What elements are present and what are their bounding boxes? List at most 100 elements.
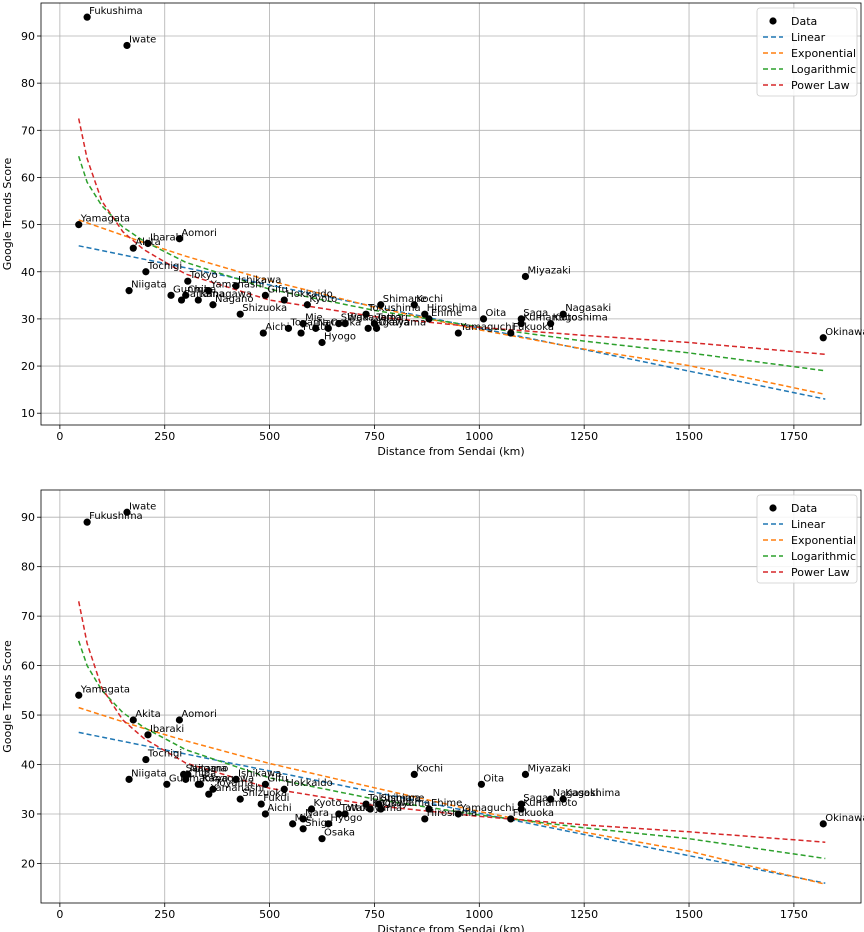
point-label-gunma: Gunma [169,773,205,784]
point-hiroshima [421,815,429,823]
point-label-gunma: Gunma [173,284,209,295]
point-label-fukui: Fukui [263,793,289,804]
point-gifu [261,291,269,299]
point-yamagata [75,691,83,699]
point-kumamoto [517,805,525,813]
x-tick-label: 1250 [570,430,598,443]
legend: Data Linear Exponential Logarithmic Power La… [756,7,858,97]
point-label-tokyo: Tokyo [199,773,228,784]
fit-lines [77,118,826,400]
point-label-shimane: Shimane [383,294,427,305]
point-ishikawa [232,775,240,783]
point-oita [477,780,486,788]
x-tick-label: 1000 [465,430,493,443]
grid [41,490,861,903]
point-kagoshima [559,795,567,803]
y-axis-label: Google Trends Score [1,158,14,271]
point-fukushima [83,13,91,21]
point-label-nagasaki: Nagasaki [553,788,599,799]
point-label-yamagata: Yamagata [80,214,130,225]
grid [41,3,861,425]
point-miyazaki [521,272,530,281]
point-label-hyogo: Hyogo [330,813,362,824]
point-label-tochigi: Tochigi [147,261,182,272]
point-fukui [297,329,305,337]
point-kyoto [307,805,316,813]
point-label-iwate: Iwate [129,501,156,512]
point-aomori [175,235,184,243]
point-label-nagasaki: Nagasaki [565,303,611,314]
legend-box [756,7,858,97]
point-label-yamanashi: Yamanashi [210,280,265,291]
legend-label-logarithmic: Logarithmic [791,63,856,76]
point-label-ibaraki: Ibaraki [150,724,184,735]
legend-label-exponential: Exponential [791,534,856,547]
point-label-kumamoto: Kumamoto [523,313,577,324]
point-label-kyoto: Kyoto [309,294,337,305]
point-label-gifu: Gifu [267,773,287,784]
point-label-miyazaki: Miyazaki [527,265,570,276]
point-fukuoka [507,815,515,823]
x-tick-label: 1500 [675,908,703,921]
y-tick-label: 30 [21,313,35,326]
point-label-toyama: Toyama [214,778,253,789]
point-label-fukuoka: Fukuoka [513,808,554,819]
point-wakayama [341,810,349,818]
point-tokyo [184,277,192,285]
point-label-saga: Saga [523,308,548,319]
point-label-okayama: Okayama [379,317,427,328]
point-kagawa [366,805,374,813]
point-nagano [184,770,192,779]
point-label-osaka: Osaka [330,317,361,328]
point-mie [299,320,307,328]
point-tottori [335,810,343,818]
point-okinawa [819,820,827,828]
point-kochi [410,770,418,779]
point-label-aomori: Aomori [181,709,217,720]
chart-bottom: 0 250 500 750 1000 1250 1500 1750 20 30 40 50 60 70 80… [1,489,864,932]
point-osaka [318,835,326,843]
point-aomori [175,716,184,724]
x-tick-label: 0 [56,430,63,443]
legend-label-linear: Linear [791,518,826,531]
point-miyazaki [521,770,530,779]
point-label-chiba: Chiba [188,768,217,779]
point-niigata [125,775,133,783]
point-label-saga: Saga [523,793,548,804]
point-label-niigata: Niigata [131,280,167,291]
point-label-ibaraki: Ibaraki [150,232,184,243]
point-okinawa [819,334,827,342]
point-label-tottori: Tottori [375,313,407,324]
point-saga [517,800,525,808]
point-label-ishikawa: Ishikawa [238,275,281,286]
point-ehime [425,805,433,813]
point-tokushima [362,800,370,808]
point-kagoshima [547,320,555,328]
point-label-kochi: Kochi [416,763,443,774]
x-tick-label: 500 [259,430,280,443]
point-ehime [425,315,433,323]
point-toyama [284,324,293,332]
fit-line-exponential [78,706,826,885]
point-label-osaka: Osaka [324,828,355,839]
x-tick-label: 750 [364,430,385,443]
x-tick-label: 1750 [780,430,808,443]
point-shizuoka [236,795,244,803]
point-label-okayama: Okayama [383,798,431,809]
x-tick-label: 250 [154,908,175,921]
point-label-hyogo: Hyogo [324,331,356,342]
point-gifu [261,780,269,788]
point-label-ehime: Ehime [431,798,462,809]
legend-label-power-law: Power Law [791,79,850,92]
point-aichi [259,329,267,337]
legend-marker-data [769,17,777,25]
x-tick-label: 1500 [675,430,703,443]
point-label-kagawa: Kagawa [372,798,411,809]
point-yamanashi [205,287,213,295]
point-label-kochi: Kochi [416,294,443,305]
point-label-gifu: Gifu [267,284,287,295]
point-osaka [324,324,332,332]
point-iwate [123,508,131,516]
x-tick-label: 1000 [465,908,493,921]
